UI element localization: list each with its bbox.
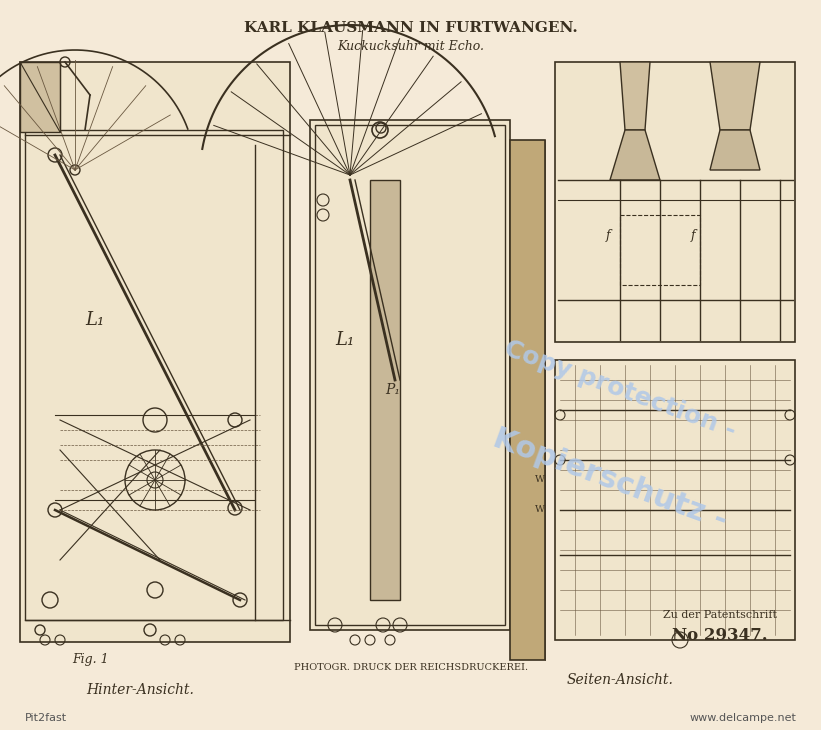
Bar (25, 130, 283, 620)
Bar (315, 125, 505, 625)
Text: Kuckucksuhr mit Echo.: Kuckucksuhr mit Echo. (337, 40, 484, 53)
FancyBboxPatch shape (555, 62, 795, 342)
Text: PHOTOGR. DRUCK DER REICHSDRUCKEREI.: PHOTOGR. DRUCK DER REICHSDRUCKEREI. (294, 664, 528, 672)
Text: Hinter-Ansicht.: Hinter-Ansicht. (86, 683, 194, 697)
Text: Kopierschutz -: Kopierschutz - (489, 424, 731, 536)
Bar (510, 140, 545, 660)
Text: Zu der Patentschrift: Zu der Patentschrift (663, 610, 777, 620)
Text: Seiten-Ansicht.: Seiten-Ansicht. (566, 673, 673, 687)
Polygon shape (710, 62, 760, 130)
Text: W: W (535, 475, 545, 485)
FancyBboxPatch shape (310, 120, 510, 630)
Polygon shape (710, 130, 760, 170)
FancyBboxPatch shape (555, 360, 795, 640)
Text: f: f (690, 228, 695, 242)
Text: Copy protection -: Copy protection - (501, 337, 739, 443)
Text: L₁: L₁ (335, 331, 355, 349)
Text: Pit2fast: Pit2fast (25, 713, 67, 723)
Text: L₁: L₁ (85, 311, 104, 329)
Polygon shape (610, 130, 660, 180)
Bar (20, 62, 60, 132)
Polygon shape (620, 62, 650, 130)
Text: No 29347.: No 29347. (672, 626, 768, 644)
Bar (620, 215, 700, 285)
Text: KARL KLAUSMANN IN FURTWANGEN.: KARL KLAUSMANN IN FURTWANGEN. (244, 21, 578, 35)
Bar (370, 180, 400, 600)
FancyBboxPatch shape (20, 62, 290, 642)
Text: www.delcampe.net: www.delcampe.net (689, 713, 796, 723)
Text: W: W (535, 505, 545, 515)
Text: f: f (606, 228, 610, 242)
Text: P₁: P₁ (386, 383, 401, 397)
Text: Fig. 1: Fig. 1 (71, 653, 108, 666)
